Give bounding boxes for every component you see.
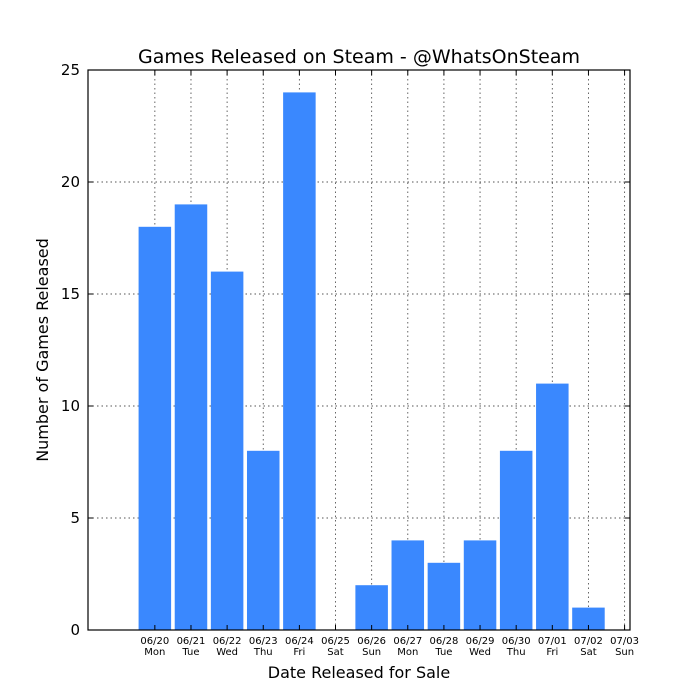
x-tick-label-day: Sun	[615, 647, 634, 658]
x-tick-label-date: 06/20	[140, 636, 169, 647]
bar-06-21	[174, 204, 208, 630]
x-tick-label-day: Wed	[216, 647, 238, 658]
x-tick-label-day: Fri	[546, 647, 558, 658]
y-tick-label: 10	[61, 397, 80, 415]
y-tick-label: 20	[61, 173, 80, 191]
x-tick-label-day: Mon	[397, 647, 418, 658]
x-tick-label-date: 06/21	[177, 636, 206, 647]
y-tick-label: 0	[70, 621, 80, 639]
x-tick-label-day: Sat	[580, 647, 596, 658]
x-axis-label: Date Released for Sale	[268, 663, 450, 682]
x-tick-label-date: 06/26	[357, 636, 386, 647]
x-tick-label-date: 07/03	[610, 636, 639, 647]
plot-frame	[87, 69, 631, 631]
x-tick-label-day: Fri	[293, 647, 305, 658]
x-tick-label-day: Sat	[327, 647, 343, 658]
x-tick-label-day: Tue	[181, 647, 199, 658]
bar-06-22	[210, 271, 244, 630]
y-tick-label: 25	[61, 61, 80, 79]
bar-07-01	[536, 383, 569, 630]
bar-06-30	[499, 450, 533, 630]
bar-07-02	[572, 607, 605, 630]
bar-06-23	[246, 450, 280, 630]
x-tick-label-date: 06/25	[321, 636, 350, 647]
bar-06-28	[427, 562, 461, 630]
bars	[138, 92, 605, 631]
x-tick-label-date: 06/22	[213, 636, 242, 647]
y-axis-ticks: 0 5 10 15 20 25	[61, 61, 630, 639]
bar-06-24	[283, 92, 316, 630]
x-tick-label-date: 06/27	[393, 636, 422, 647]
x-tick-label-day: Tue	[434, 647, 452, 658]
x-tick-label-day: Wed	[469, 647, 491, 658]
x-tick-label-day: Sun	[362, 647, 381, 658]
bar-06-20	[138, 226, 172, 631]
x-tick-label-date: 07/01	[538, 636, 567, 647]
x-tick-label-date: 06/29	[466, 636, 495, 647]
y-tick-label: 15	[61, 285, 80, 303]
x-axis-ticks: 06/20Mon06/21Tue06/22Wed06/23Thu06/24Fri…	[140, 70, 639, 658]
y-axis-label: Number of Games Released	[33, 238, 52, 462]
y-tick-label: 5	[70, 509, 80, 527]
x-tick-label-date: 06/30	[502, 636, 531, 647]
x-tick-label-day: Thu	[506, 647, 526, 658]
x-tick-label-date: 06/28	[429, 636, 458, 647]
x-tick-label-date: 06/23	[249, 636, 278, 647]
x-tick-label-day: Mon	[144, 647, 165, 658]
x-tick-label-date: 07/02	[574, 636, 603, 647]
x-tick-label-day: Thu	[253, 647, 273, 658]
chart-title: Games Released on Steam - @WhatsOnSteam	[138, 46, 580, 68]
bar-06-26	[355, 585, 388, 630]
x-tick-label-date: 06/24	[285, 636, 314, 647]
bar-06-27	[391, 540, 425, 630]
bar-06-29	[463, 540, 497, 630]
